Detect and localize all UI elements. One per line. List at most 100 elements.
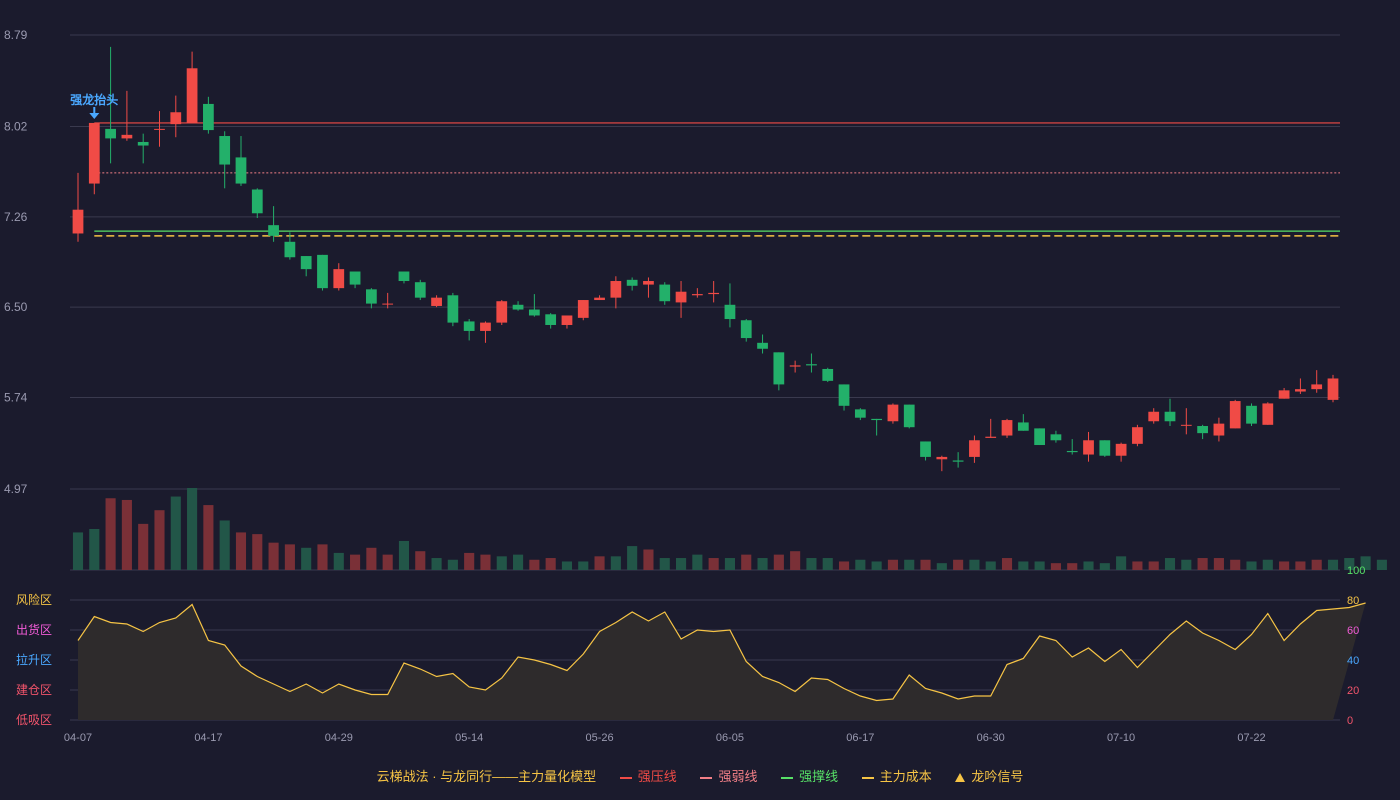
candle-body (594, 297, 605, 301)
candle-body (170, 112, 182, 125)
legend-label: 强压线 (637, 769, 677, 784)
price-tick-label: 5.74 (4, 390, 28, 404)
candle-body (447, 295, 459, 323)
candle-body (871, 418, 883, 421)
candle-body (708, 292, 720, 295)
zone-label: 出货区 (16, 622, 52, 637)
candle-body (105, 128, 116, 139)
score-panel (77, 602, 1366, 720)
x-tick-label: 07-22 (1237, 732, 1265, 744)
volume-bar (252, 534, 263, 570)
volume-bar (382, 554, 393, 570)
volume-bar (578, 561, 589, 570)
candle-body (854, 409, 866, 418)
candle-body (414, 282, 426, 298)
volume-bar (268, 542, 279, 570)
legend-item-support[interactable]: 强撑线 (781, 766, 838, 785)
volume-bar (545, 558, 556, 570)
axis-labels: 8.79 8.02 7.26 6.50 5.74 4.97 100 80 60 40 20 0 风险区出… (4, 28, 1365, 744)
volume-bar (741, 554, 752, 570)
candle-body (969, 440, 980, 457)
candle-body (1327, 378, 1339, 400)
price-tick-label: 8.79 (4, 28, 28, 42)
signal-marker: 强龙抬头 (70, 92, 118, 119)
volume-bar (1197, 558, 1208, 570)
candle-body (268, 225, 279, 236)
volume-bar (659, 558, 670, 570)
volume-bar (301, 547, 312, 570)
candle-body (691, 294, 703, 296)
volume-bar (170, 496, 181, 570)
candle-body (659, 284, 671, 302)
candle-body (1295, 389, 1306, 392)
price-tick-label: 6.50 (4, 300, 28, 314)
volume-bar (936, 563, 947, 570)
legend-item-strong-resistance[interactable]: 强压线 (619, 766, 677, 785)
volume-bar (1262, 559, 1273, 570)
score-tick-label: 60 (1347, 625, 1359, 637)
volume-bar (904, 559, 915, 570)
indicator-lines (94, 122, 1340, 237)
candle-body (317, 254, 328, 289)
legend-item-main-cost[interactable]: 主力成本 (861, 766, 932, 785)
candle-body (300, 256, 312, 270)
volume-bar (366, 547, 377, 570)
candle-body (757, 342, 768, 349)
candle-body (936, 456, 948, 460)
candle-body (284, 241, 296, 258)
candle-body (154, 128, 165, 130)
volume-bar (72, 532, 84, 570)
volume-bar (610, 556, 621, 570)
volume-bar (1001, 558, 1013, 570)
solid-line-icon (781, 776, 794, 779)
volume-bar (1018, 561, 1029, 570)
candle-body (1034, 428, 1046, 446)
zone-label: 拉升区 (16, 652, 52, 667)
x-tick-label: 06-30 (977, 732, 1005, 744)
candle-body (577, 300, 589, 318)
candle-body (1278, 390, 1290, 399)
candle-body (398, 271, 410, 282)
grid-lines (70, 34, 1340, 721)
candle-body (643, 281, 654, 285)
x-tick-label: 07-10 (1107, 732, 1135, 744)
candle-body (773, 352, 785, 385)
volume-bar (431, 558, 442, 570)
volume-bar (1148, 561, 1159, 570)
score-tick-label: 40 (1347, 655, 1359, 667)
candle-body (203, 103, 214, 131)
dashed-line-icon (700, 776, 713, 779)
chart-legend: 云梯战法 · 与龙同行——主力量化模型 强压线 强弱线 强撑线 主力成本 龙吟信… (0, 766, 1400, 785)
volume-bar (398, 540, 410, 570)
volume-bar (1132, 561, 1143, 570)
volume-bar (1376, 559, 1387, 570)
legend-item-signal[interactable]: 龙吟信号 (955, 766, 1023, 785)
candle-body (1197, 426, 1208, 434)
volume-bar (806, 558, 817, 570)
x-tick-label: 04-29 (325, 732, 353, 744)
score-tick-label: 0 (1347, 715, 1353, 727)
candle-body (1083, 440, 1094, 455)
volume-bar (1034, 561, 1045, 570)
volume-bar (953, 559, 964, 570)
candle-body (235, 157, 247, 184)
candle-body (333, 269, 345, 289)
volume-bar (138, 523, 149, 570)
candle-body (952, 460, 964, 462)
x-tick-label: 04-17 (194, 732, 222, 744)
candle-body (903, 404, 915, 428)
volume-bar (529, 559, 540, 570)
legend-item-weak-line[interactable]: 强弱线 (700, 766, 757, 785)
volume-bar (1050, 563, 1061, 570)
volume-bar (594, 556, 605, 570)
candle-body (496, 301, 508, 323)
legend-title: 云梯战法 · 与龙同行——主力量化模型 (376, 769, 597, 784)
volume-bar (1344, 558, 1355, 570)
candle-body (1229, 401, 1241, 429)
x-tick-label: 06-05 (716, 732, 744, 744)
volume-bar (317, 544, 328, 570)
candle-body (740, 320, 752, 339)
candle-body (887, 404, 899, 422)
score-tick-label: 20 (1347, 685, 1359, 697)
candle-body (626, 279, 638, 286)
